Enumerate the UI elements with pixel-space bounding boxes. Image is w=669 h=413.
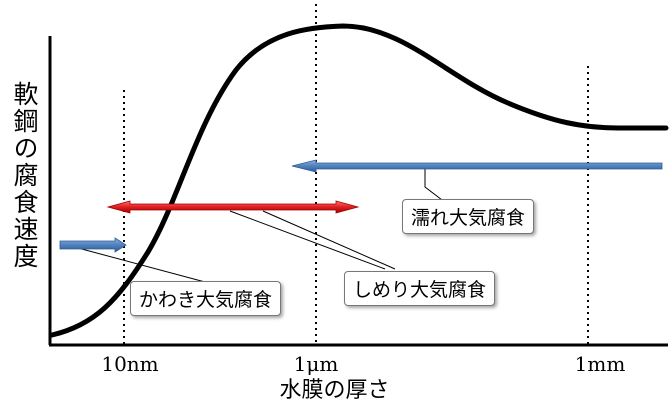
dry-corrosion-arrow xyxy=(59,237,127,253)
damp-corrosion-arrow xyxy=(106,200,360,214)
wet-leader-line xyxy=(424,166,447,204)
damp-leader-line-right xyxy=(262,210,396,270)
tick-1mm: 1mm xyxy=(574,352,626,376)
y-axis-label: 軟鋼の腐食速度 xyxy=(10,80,39,270)
dry-leader-line xyxy=(77,247,206,283)
tick-1um: 1μm xyxy=(293,352,339,376)
damp-leader-line-left xyxy=(229,210,386,270)
corrosion-rate-curve xyxy=(49,23,669,338)
x-axis-label: 水膜の厚さ xyxy=(279,378,390,403)
wet-corrosion-arrow xyxy=(291,159,663,173)
dry-corrosion-callout: かわき大気腐食 xyxy=(130,281,282,316)
wet-corrosion-callout: 濡れ大気腐食 xyxy=(402,199,535,234)
damp-corrosion-callout: しめり大気腐食 xyxy=(344,271,496,306)
tick-10nm: 10nm xyxy=(101,352,159,376)
